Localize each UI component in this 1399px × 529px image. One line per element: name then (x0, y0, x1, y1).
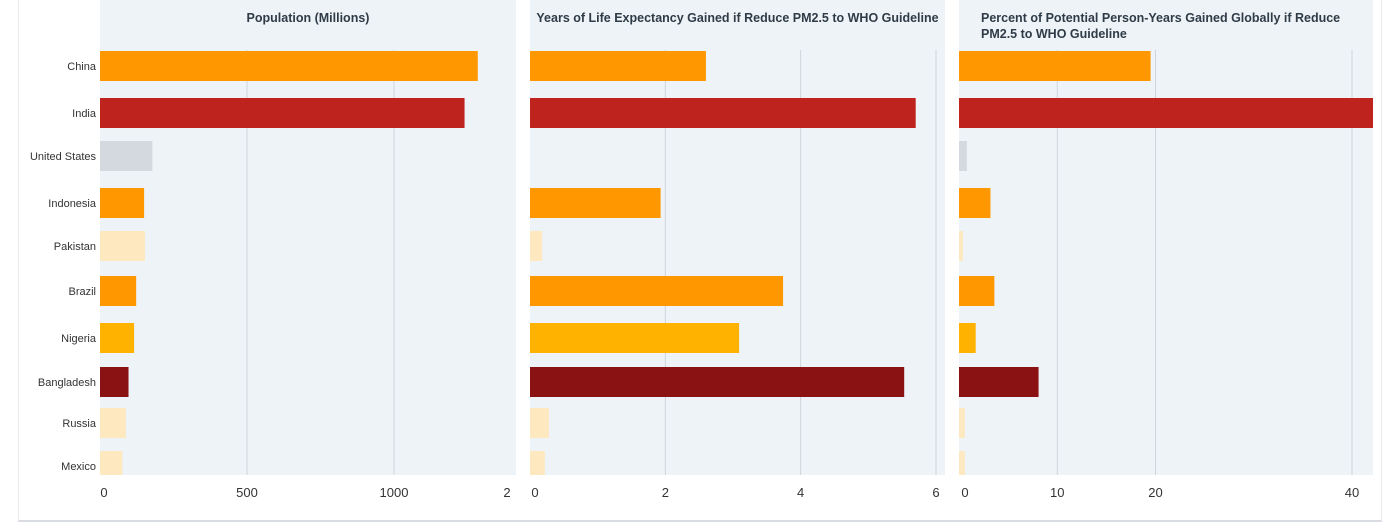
bar-china (530, 51, 706, 81)
x-tick-label: 500 (236, 485, 258, 500)
category-label: China (67, 61, 97, 73)
bar-bangladesh (959, 367, 1039, 397)
category-labels: China India United States Indonesia Pakistan… (30, 61, 97, 473)
bar-mexico (959, 451, 965, 475)
bar-mexico (530, 451, 545, 475)
bar-china (959, 51, 1151, 81)
bar-united-states (959, 141, 967, 171)
bar-indonesia (959, 188, 991, 218)
x-tick-label: 40 (1345, 485, 1359, 500)
bar-series (100, 51, 478, 475)
x-tick-label: 0 (961, 485, 968, 500)
bar-brazil (959, 276, 995, 306)
panel-title: Population (Millions) (247, 11, 370, 25)
bar-nigeria (100, 323, 135, 353)
x-tick-label: 0 (531, 485, 538, 500)
x-tick-label: 2 (503, 485, 510, 500)
bar-bangladesh (100, 367, 129, 397)
x-tick-label: 4 (797, 485, 804, 500)
bar-india (959, 98, 1373, 128)
bar-indonesia (100, 188, 145, 218)
panel-title: Percent of Potential Person-Years Gained… (981, 11, 1340, 41)
bar-russia (100, 408, 126, 438)
category-label: Mexico (61, 461, 96, 473)
bar-series (959, 51, 1373, 475)
bar-nigeria (959, 323, 976, 353)
bar-india (100, 98, 465, 128)
bar-brazil (530, 276, 784, 306)
bar-brazil (100, 276, 137, 306)
category-label: India (72, 108, 97, 120)
chart-border (18, 0, 1382, 522)
bar-russia (530, 408, 549, 438)
bar-united-states (100, 141, 153, 171)
category-label: Russia (62, 418, 97, 430)
bar-series (530, 51, 916, 475)
category-label: Pakistan (54, 241, 96, 253)
bar-china (100, 51, 478, 81)
x-tick-label: 1000 (380, 485, 409, 500)
bar-mexico (100, 451, 123, 475)
category-label: Indonesia (48, 198, 97, 210)
bar-russia (959, 408, 965, 438)
bar-pakistan (100, 231, 145, 261)
panel-title: Years of Life Expectancy Gained if Reduc… (536, 11, 938, 25)
bar-pakistan (530, 231, 543, 261)
panel-3: Percent of Potential Person-Years Gained… (959, 0, 1373, 500)
bar-nigeria (530, 323, 740, 353)
bar-indonesia (530, 188, 661, 218)
x-tick-label: 0 (100, 485, 107, 500)
bar-india (530, 98, 916, 128)
panel-1: Population (Millions) 0 500 1000 2 (100, 0, 516, 500)
bar-pakistan (959, 231, 963, 261)
category-label: Brazil (68, 286, 96, 298)
x-tick-label: 20 (1148, 485, 1162, 500)
x-tick-label: 10 (1050, 485, 1064, 500)
x-tick-label: 6 (932, 485, 939, 500)
category-label: Nigeria (61, 333, 97, 345)
x-tick-label: 2 (662, 485, 669, 500)
category-label: United States (30, 151, 97, 163)
bar-bangladesh (530, 367, 905, 397)
category-label: Bangladesh (38, 377, 96, 389)
panel-2: Years of Life Expectancy Gained if Reduc… (530, 0, 945, 500)
